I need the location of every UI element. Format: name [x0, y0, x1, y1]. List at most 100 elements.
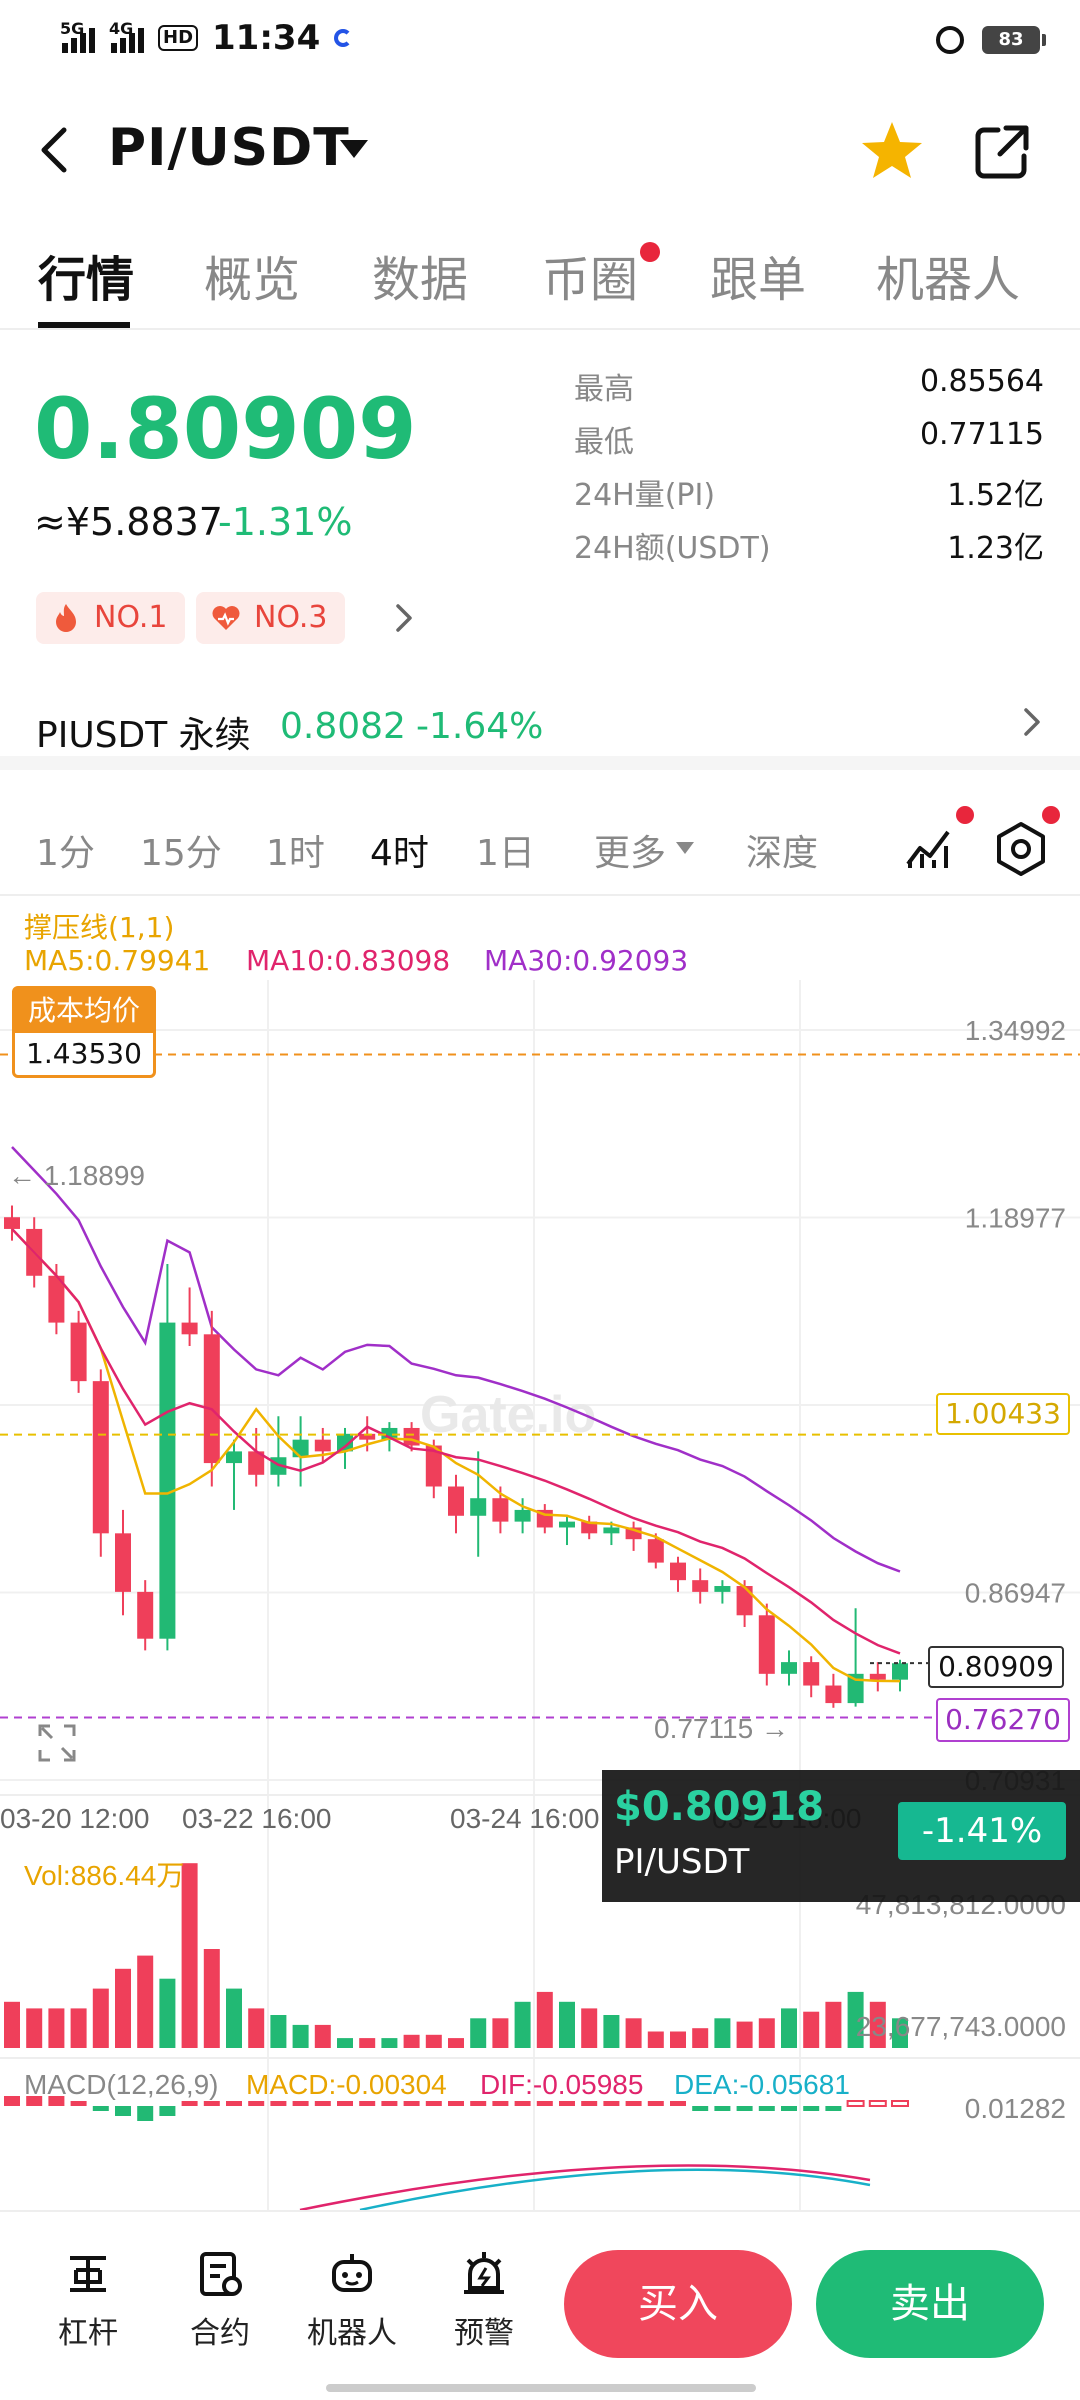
- macd-label-dea: DEA:-0.05681: [674, 2069, 850, 2100]
- macd-bar: [137, 2106, 154, 2121]
- robot-icon: [332, 2254, 372, 2292]
- nav-alert[interactable]: 预警: [434, 2248, 534, 2352]
- contract-icon: [200, 2252, 242, 2296]
- candle-body: [647, 1539, 664, 1563]
- axis-labels: 1.349921.189771.029620.869470.7093103-20…: [0, 1015, 1066, 2124]
- header: PI/USDT: [0, 100, 1080, 200]
- rank-badge-hot[interactable]: NO.1: [36, 592, 186, 644]
- interval-1m[interactable]: 1分: [36, 833, 95, 874]
- macd-bar: [70, 2101, 87, 2106]
- volume-bar: [26, 2008, 43, 2048]
- nav-contract[interactable]: 合约: [170, 2248, 270, 2352]
- candle-body: [92, 1381, 109, 1534]
- volume-bar: [492, 2018, 509, 2048]
- ma-lines: [11, 1228, 901, 1683]
- macd-label-dif: DIF:-0.05985: [480, 2069, 643, 2100]
- indicator-icon[interactable]: [902, 820, 956, 874]
- volume-bar: [359, 2038, 376, 2048]
- caret-down-icon: [676, 842, 694, 854]
- notification-dot: [956, 806, 974, 824]
- favorite-star-icon[interactable]: [860, 118, 924, 182]
- macd-bar: [381, 2101, 398, 2106]
- volume-bars: [4, 1863, 908, 2048]
- volume-bar: [403, 2034, 420, 2048]
- candle-body: [825, 1685, 842, 1704]
- chart-settings-icon[interactable]: [992, 820, 1050, 878]
- y-axis-label: 1.34992: [965, 1015, 1066, 1046]
- back-icon[interactable]: [36, 126, 72, 174]
- volume-bar: [159, 1978, 176, 2048]
- candle-body: [514, 1509, 531, 1522]
- hd-icon: HD: [158, 25, 199, 51]
- nav-bots[interactable]: 机器人: [302, 2248, 402, 2352]
- candle-body: [226, 1451, 242, 1464]
- candle-body: [847, 1673, 864, 1704]
- macd-bar: [92, 2106, 109, 2111]
- nav-alert-label: 预警: [454, 2316, 514, 2351]
- interval-15m[interactable]: 15分: [140, 833, 222, 874]
- interval-4h[interactable]: 4时: [370, 833, 429, 874]
- ma5-label: MA5:0.79941: [24, 944, 211, 977]
- nav-bots-label: 机器人: [307, 2316, 397, 2351]
- cost-average-value: 1.43530: [26, 1037, 142, 1070]
- volume-bar: [514, 2001, 531, 2048]
- volume-bar: [603, 2015, 620, 2048]
- line-tag-1[interactable]: 1.00433: [936, 1393, 1070, 1435]
- candle-body: [425, 1445, 442, 1487]
- notification-dot: [640, 242, 660, 262]
- volume-bar: [692, 2028, 709, 2048]
- home-indicator: [326, 2384, 756, 2392]
- status-bar: 5G 4G HD 11:34 83: [0, 0, 1080, 84]
- macd-bar: [115, 2106, 131, 2116]
- candle-body: [714, 1586, 731, 1592]
- volume-bar: [536, 1991, 553, 2048]
- tab-data[interactable]: 数据: [372, 252, 469, 308]
- macd-bar: [868, 2100, 887, 2107]
- macd-bar: [581, 2101, 598, 2106]
- rank-badge-favorite[interactable]: NO.3: [196, 592, 346, 644]
- perpetual-price: 0.8082: [280, 706, 406, 747]
- tab-overview[interactable]: 概览: [204, 252, 301, 308]
- candle-body: [314, 1439, 331, 1452]
- depth-tab[interactable]: 深度: [746, 833, 819, 874]
- tab-market[interactable]: 行情: [38, 252, 135, 308]
- tab-copy-trade[interactable]: 跟单: [710, 252, 807, 308]
- interval-bar: 1分 15分 1时 4时 1日 更多 深度: [0, 800, 1080, 896]
- pair-selector[interactable]: PI/USDT: [108, 118, 350, 178]
- candle-body: [292, 1439, 309, 1458]
- macd-bar: [781, 2106, 797, 2111]
- kline-chart[interactable]: Gate.io 1.349921.189771.029620.869470.70…: [0, 980, 1080, 2210]
- buy-button[interactable]: 买入: [564, 2250, 792, 2358]
- chevron-down-icon[interactable]: [340, 140, 368, 158]
- share-icon[interactable]: [972, 122, 1032, 182]
- macd-bar: [226, 2101, 242, 2106]
- nav-leverage[interactable]: 杠杆: [38, 2248, 138, 2352]
- volume-bar: [803, 2011, 820, 2048]
- sell-button[interactable]: 卖出: [816, 2250, 1044, 2358]
- stat-volume: 24H量(PI) 1.52亿: [574, 478, 1044, 513]
- interval-more[interactable]: 更多: [594, 833, 667, 874]
- cost-average-tag[interactable]: 成本均价 1.43530: [12, 986, 156, 1078]
- macd-bar: [48, 2096, 65, 2106]
- perpetual-link[interactable]: PIUSDT 永续 0.8082 -1.64%: [0, 680, 1080, 770]
- macd-bar: [692, 2106, 709, 2111]
- macd-bar: [825, 2106, 842, 2111]
- interval-1d[interactable]: 1日: [476, 833, 535, 874]
- tab-community[interactable]: 币圈: [542, 252, 639, 308]
- volume-bar: [48, 2008, 65, 2048]
- x-axis-label: 03-22 16:00: [182, 1803, 331, 1834]
- macd-bar: [559, 2101, 575, 2106]
- line-tag-2[interactable]: 0.76270: [936, 1698, 1070, 1742]
- stat-low: 最低 0.77115: [574, 417, 1044, 460]
- fullscreen-icon[interactable]: [36, 1722, 78, 1764]
- volume-bar: [825, 2001, 842, 2048]
- chevron-right-icon[interactable]: [392, 600, 416, 636]
- tab-bots[interactable]: 机器人: [876, 252, 1021, 308]
- candle-body: [470, 1498, 487, 1516]
- candle-body: [803, 1662, 820, 1686]
- macd-bar: [603, 2101, 620, 2106]
- volume-bar: [847, 1991, 864, 2048]
- support-line-label: 撑压线(1,1): [24, 911, 175, 944]
- volume-bar: [115, 1968, 131, 2048]
- interval-1h[interactable]: 1时: [266, 833, 325, 874]
